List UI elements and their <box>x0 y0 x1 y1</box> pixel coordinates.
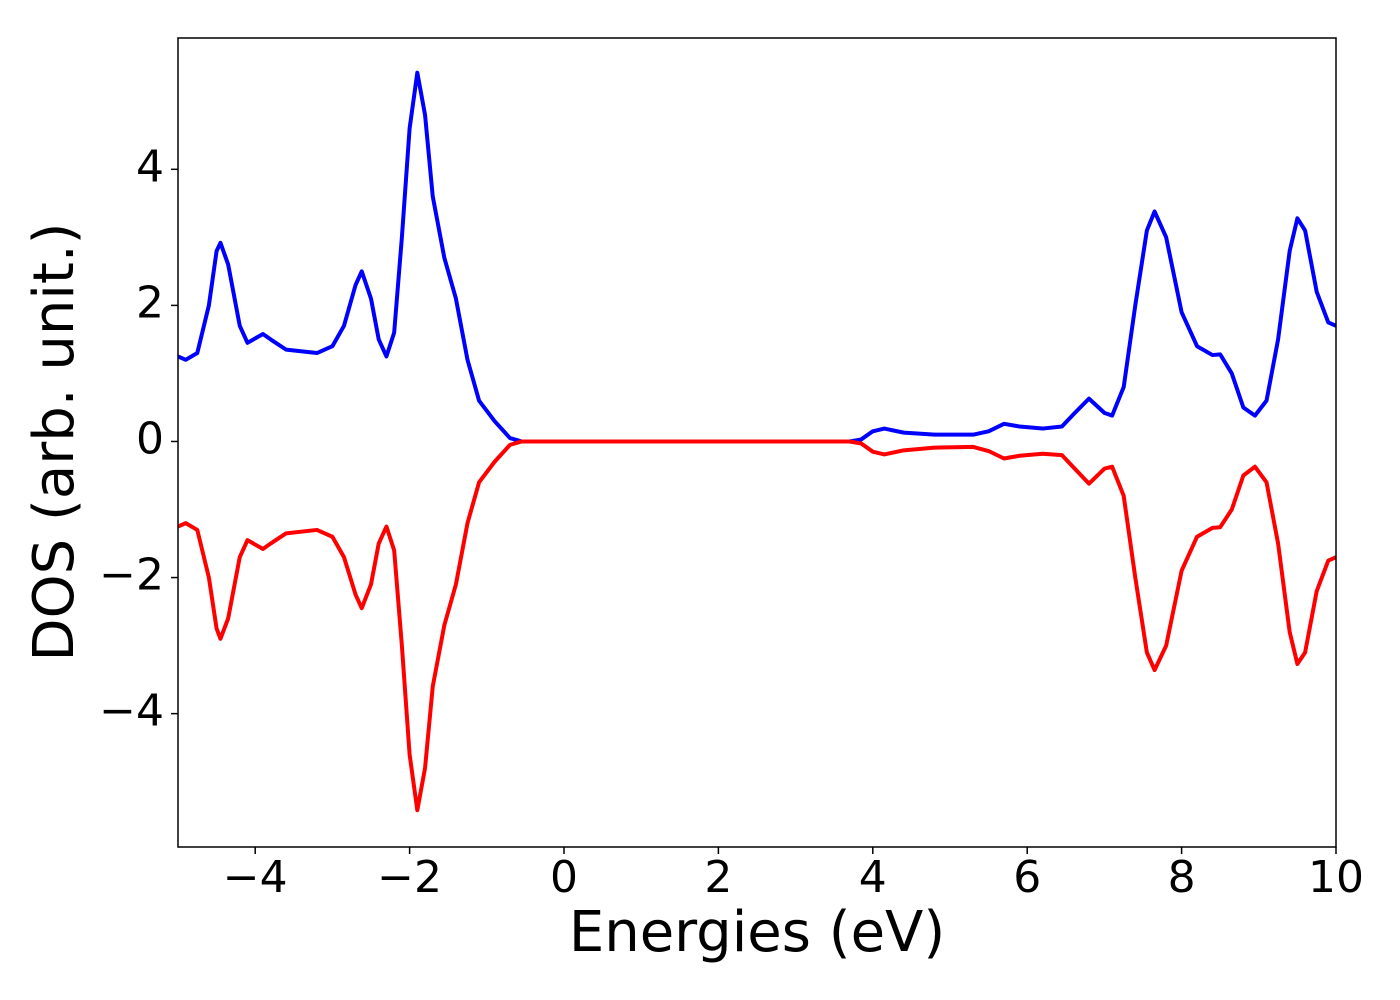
series-line <box>178 439 1336 813</box>
y-tick-label: −2 <box>99 550 164 601</box>
y-tick-label: −4 <box>99 686 164 737</box>
x-tick-label: 4 <box>859 852 887 903</box>
x-tick-label: 8 <box>1168 852 1196 903</box>
y-tick-label: 0 <box>136 413 164 464</box>
x-tick-label: −2 <box>377 852 442 903</box>
x-tick-label: 2 <box>704 852 732 903</box>
y-axis-label: DOS (arb. unit.) <box>22 222 87 661</box>
x-tick-label: −4 <box>223 852 288 903</box>
plot-frame <box>177 37 1337 848</box>
x-axis-label: Energies (eV) <box>569 900 945 965</box>
series-line <box>178 70 1336 444</box>
x-tick-label: 6 <box>1013 852 1041 903</box>
y-tick-label: 4 <box>136 141 164 192</box>
y-tick-label: 2 <box>136 277 164 328</box>
x-tick-label: 10 <box>1308 852 1364 903</box>
x-tick-label: 0 <box>550 852 578 903</box>
